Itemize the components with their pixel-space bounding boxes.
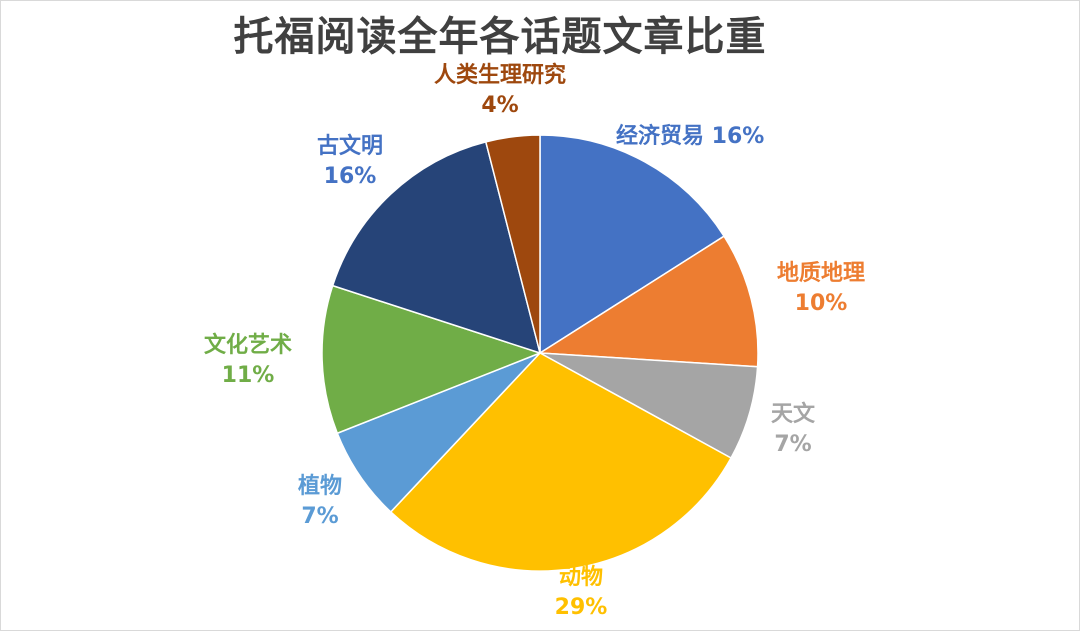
slice-label-5: 植物 7% — [298, 473, 342, 529]
pie-slice-8 — [484, 134, 541, 354]
slice-label-6: 文化艺术 11% — [204, 332, 292, 388]
slice-label-1: 经济贸易 16% — [616, 123, 764, 149]
chart-title: 托福阅读全年各话题文章比重 — [233, 14, 767, 60]
pie-slice-4 — [389, 352, 733, 572]
pie-slice-1 — [539, 134, 726, 355]
pie-slice-7 — [331, 140, 542, 355]
slice-label-3: 天文 7% — [771, 401, 816, 457]
slice-label-4: 动物 29% — [555, 564, 608, 620]
slice-label-8: 人类生理研究 4% — [434, 62, 566, 118]
pie-slice-6 — [321, 284, 543, 435]
pie-slice-2 — [537, 235, 759, 368]
slice-label-2: 地质地理 10% — [777, 261, 865, 316]
slice-label-7: 古文明 16% — [317, 133, 383, 189]
